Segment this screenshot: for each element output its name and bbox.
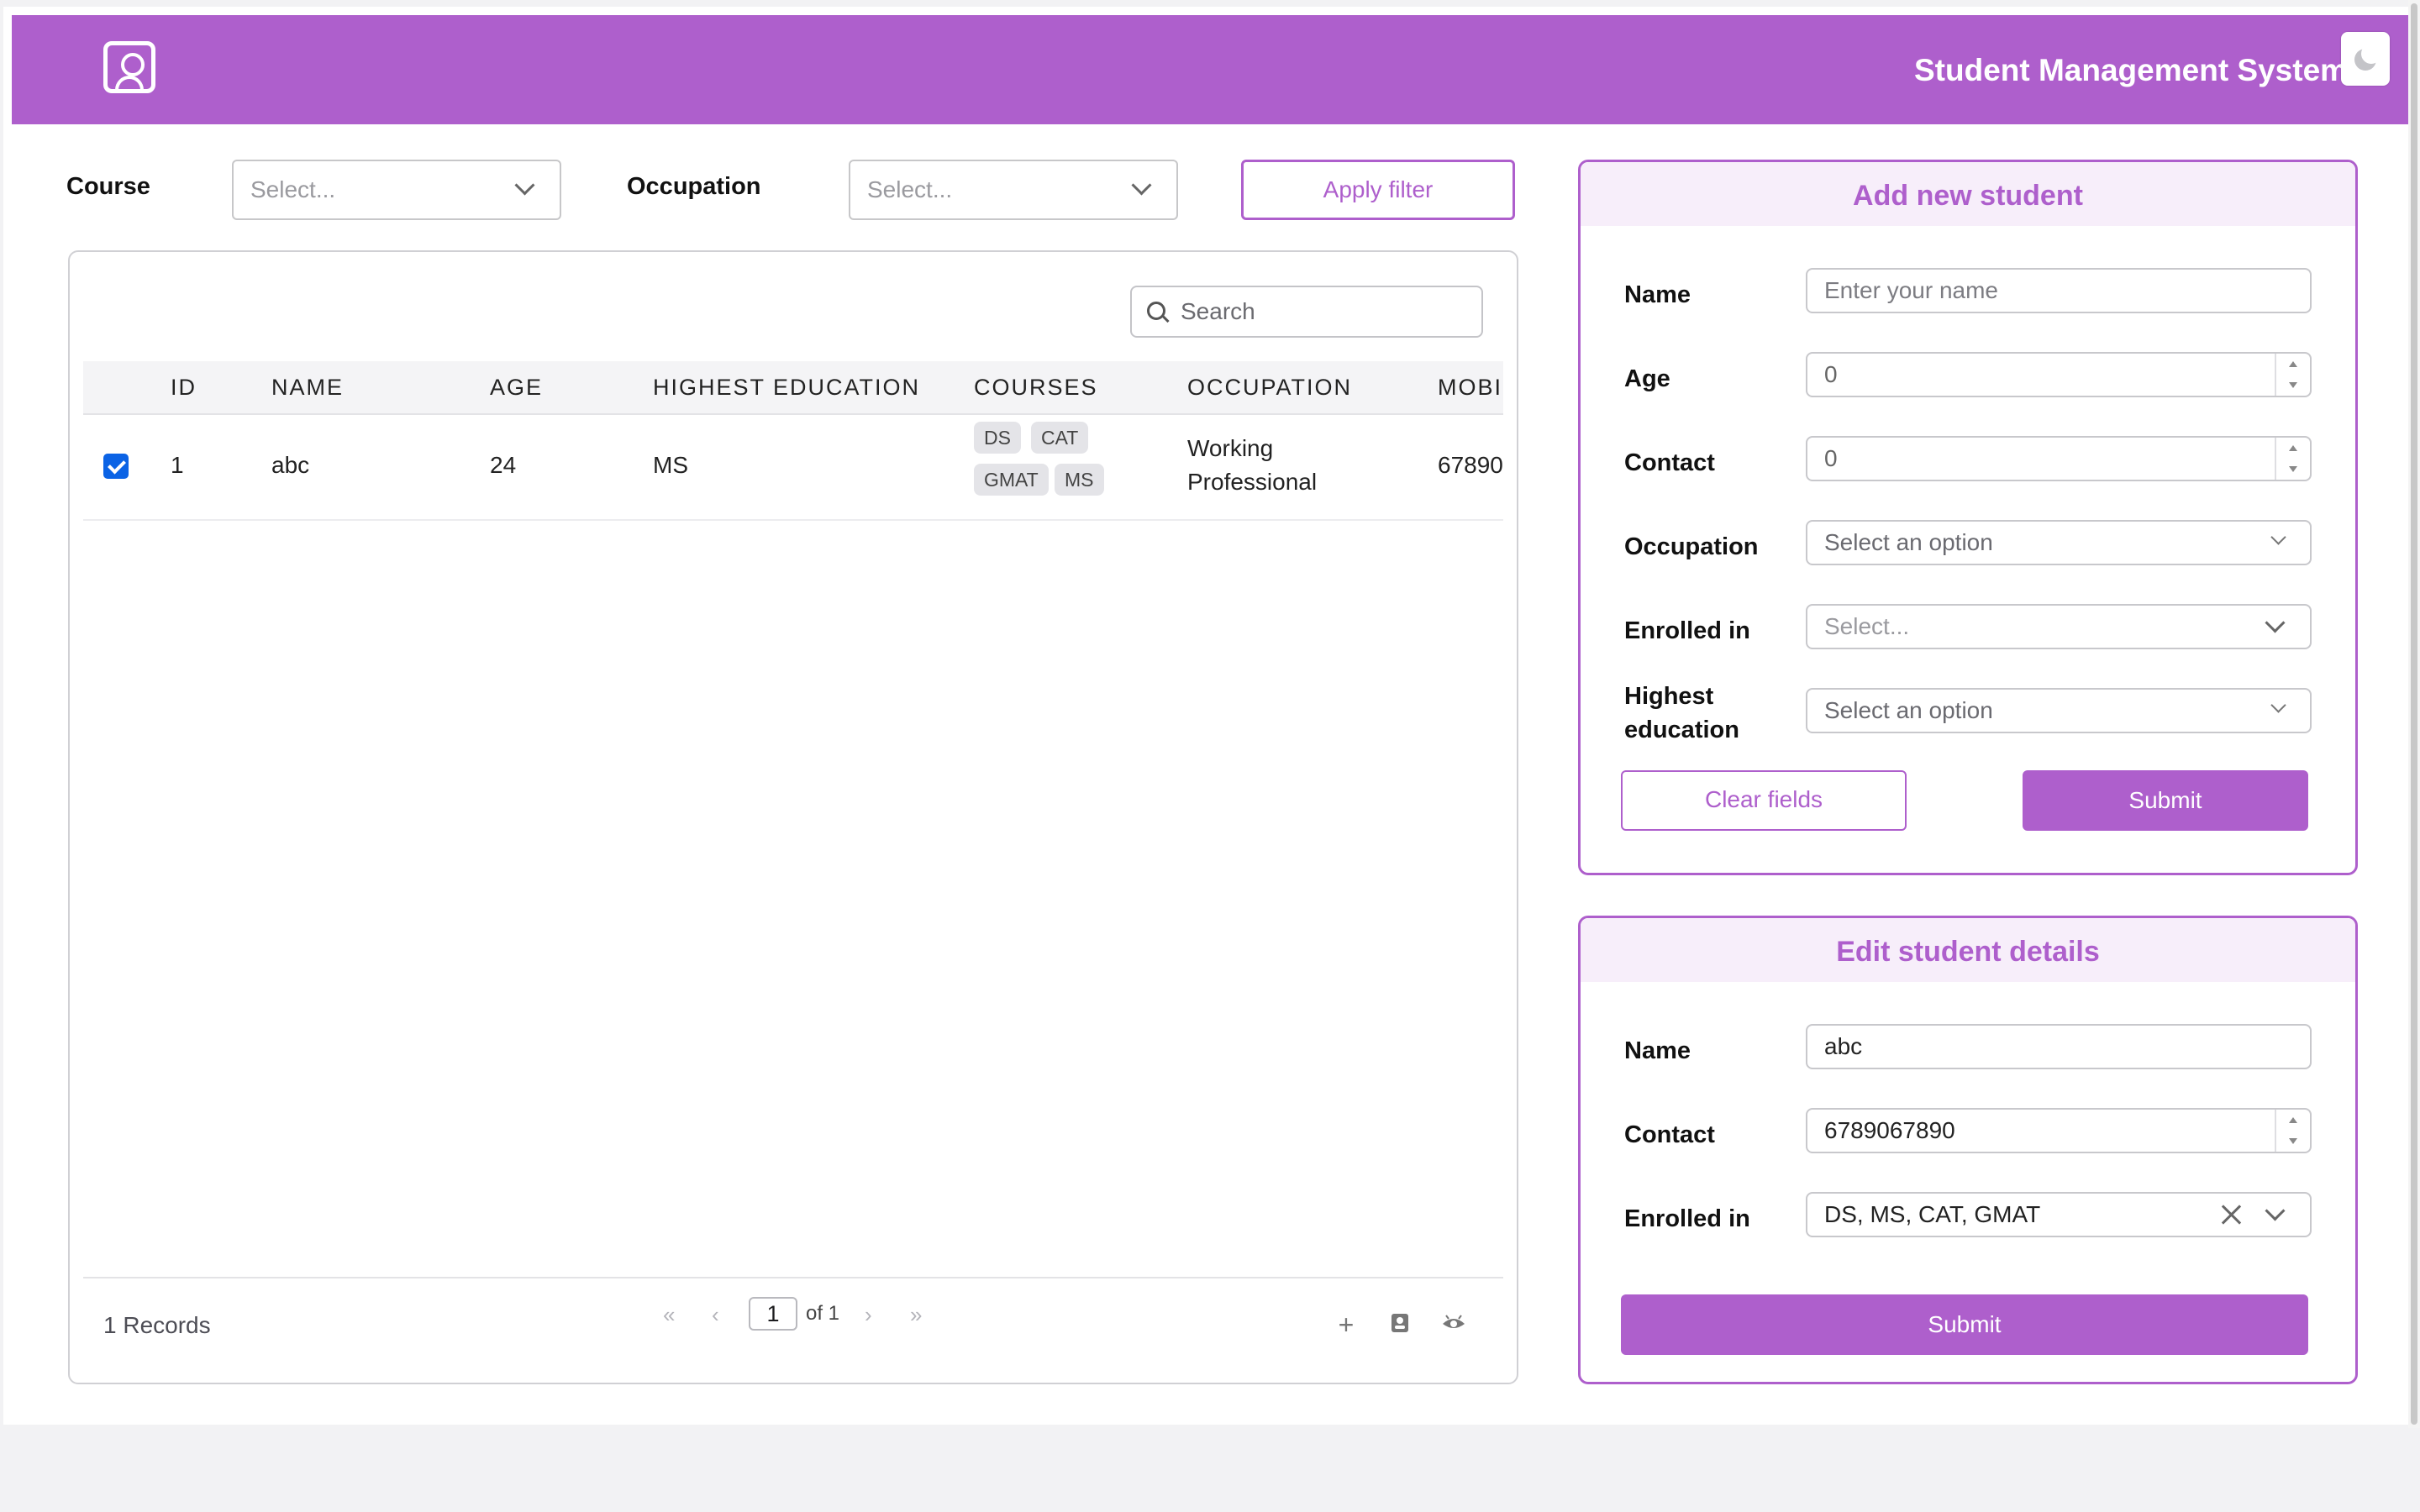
- clear-fields-button[interactable]: Clear fields: [1621, 770, 1907, 831]
- chevron-down-icon: [2270, 697, 2286, 713]
- add-name-label: Name: [1624, 281, 1691, 308]
- add-student-title: Add new student: [1581, 162, 2355, 226]
- add-education-select[interactable]: Select an option: [1806, 688, 2312, 733]
- occupation-filter-label: Occupation: [627, 173, 761, 200]
- add-age-label: Age: [1624, 365, 1670, 392]
- course-tag: CAT: [1031, 422, 1089, 454]
- column-header-id[interactable]: ID: [171, 375, 197, 400]
- add-education-label-line1: Highest: [1624, 683, 1714, 710]
- add-contact-label: Contact: [1624, 449, 1715, 476]
- add-contact-icon[interactable]: [1387, 1312, 1413, 1337]
- edit-name-value: abc: [1824, 1033, 1863, 1059]
- column-header-education[interactable]: HIGHEST EDUCATION: [653, 375, 921, 400]
- add-enrolled-placeholder: Select...: [1824, 613, 1910, 639]
- user-portrait-icon[interactable]: [103, 41, 155, 93]
- table-footer-divider: [83, 1277, 1503, 1278]
- table-header: ID NAME AGE HIGHEST EDUCATION COURSES OC…: [83, 361, 1503, 415]
- first-page-button[interactable]: «: [663, 1302, 676, 1327]
- cell-education: MS: [653, 452, 688, 478]
- add-submit-button[interactable]: Submit: [2023, 770, 2308, 831]
- edit-name-input[interactable]: abc: [1806, 1024, 2312, 1069]
- cell-occupation-line1: Working: [1187, 435, 1274, 461]
- course-filter-select[interactable]: Select...: [232, 160, 561, 220]
- edit-contact-stepper[interactable]: [2275, 1110, 2310, 1152]
- app-title: Student Management System: [1914, 53, 2349, 87]
- column-header-mobile[interactable]: MOBI: [1438, 375, 1503, 400]
- edit-enrolled-select[interactable]: DS, MS, CAT, GMAT: [1806, 1192, 2312, 1237]
- chevron-down-icon: [2270, 529, 2286, 545]
- add-age-input[interactable]: 0: [1806, 352, 2312, 397]
- check-icon: [108, 455, 126, 475]
- column-header-occupation[interactable]: OCCUPATION: [1187, 375, 1353, 400]
- column-header-courses[interactable]: COURSES: [974, 375, 1098, 400]
- add-name-input[interactable]: Enter your name: [1806, 268, 2312, 313]
- column-header-name[interactable]: NAME: [271, 375, 345, 400]
- add-student-panel: Add new student Name Enter your name Age…: [1578, 160, 2358, 875]
- add-enrolled-select[interactable]: Select...: [1806, 604, 2312, 649]
- column-header-age[interactable]: AGE: [490, 375, 544, 400]
- edit-enrolled-label: Enrolled in: [1624, 1205, 1750, 1232]
- course-filter-label: Course: [66, 173, 150, 200]
- edit-student-title: Edit student details: [1581, 918, 2355, 982]
- add-enrolled-label: Enrolled in: [1624, 617, 1750, 644]
- chevron-down-icon: [2265, 1200, 2286, 1221]
- edit-contact-value: 6789067890: [1824, 1117, 1955, 1143]
- add-education-label-line2: education: [1624, 717, 1739, 743]
- edit-submit-button[interactable]: Submit: [1621, 1294, 2308, 1355]
- scrollbar-thumb[interactable]: [2411, 3, 2417, 1425]
- eye-icon[interactable]: [1441, 1312, 1466, 1337]
- theme-toggle-button[interactable]: [2341, 32, 2390, 86]
- course-tag: DS: [974, 422, 1021, 454]
- records-count: 1 Records: [103, 1312, 211, 1338]
- page-total: of 1: [806, 1302, 840, 1325]
- chevron-down-icon: [1131, 175, 1152, 196]
- search-placeholder: Search: [1181, 298, 1255, 324]
- next-page-button[interactable]: ›: [865, 1302, 872, 1327]
- students-table-card: Search ID NAME AGE HIGHEST EDUCATION COU…: [68, 250, 1518, 1384]
- edit-contact-input[interactable]: 6789067890: [1806, 1108, 2312, 1153]
- plus-icon[interactable]: +: [1338, 1310, 1355, 1340]
- edit-contact-label: Contact: [1624, 1121, 1715, 1148]
- add-occupation-label: Occupation: [1624, 533, 1759, 560]
- row-checkbox[interactable]: [103, 454, 129, 479]
- chevron-down-icon: [2265, 612, 2286, 633]
- search-icon: [1147, 302, 1165, 320]
- page-number-input[interactable]: 1: [749, 1297, 797, 1331]
- edit-enrolled-value: DS, MS, CAT, GMAT: [1824, 1201, 2041, 1227]
- cell-mobile: 67890: [1438, 452, 1503, 478]
- contact-stepper[interactable]: [2275, 438, 2310, 480]
- occupation-filter-placeholder: Select...: [867, 176, 953, 202]
- page: Student Management System Course Select.…: [3, 7, 2408, 1425]
- add-occupation-placeholder: Select an option: [1824, 529, 1993, 555]
- add-contact-input[interactable]: 0: [1806, 436, 2312, 481]
- cell-age: 24: [490, 452, 517, 478]
- add-occupation-select[interactable]: Select an option: [1806, 520, 2312, 565]
- chevron-down-icon: [514, 175, 535, 196]
- cell-id: 1: [171, 452, 184, 478]
- edit-name-label: Name: [1624, 1037, 1691, 1064]
- course-filter-placeholder: Select...: [250, 176, 336, 202]
- last-page-button[interactable]: »: [910, 1302, 923, 1327]
- prev-page-button[interactable]: ‹: [712, 1302, 719, 1327]
- age-stepper[interactable]: [2275, 354, 2310, 396]
- app-header: Student Management System: [12, 15, 2408, 124]
- add-education-placeholder: Select an option: [1824, 697, 1993, 723]
- apply-filter-button[interactable]: Apply filter: [1241, 160, 1515, 220]
- clear-selection-icon[interactable]: [2221, 1204, 2243, 1226]
- cell-name: abc: [271, 452, 310, 478]
- table-row[interactable]: 1 abc 24 MS DS CAT GMAT MS Working Profe…: [83, 415, 1503, 521]
- course-tag: GMAT: [974, 464, 1049, 496]
- cell-occupation-line2: Professional: [1187, 469, 1318, 495]
- occupation-filter-select[interactable]: Select...: [849, 160, 1178, 220]
- course-tag: MS: [1055, 464, 1104, 496]
- add-age-value: 0: [1824, 361, 1838, 387]
- edit-student-panel: Edit student details Name abc Contact 67…: [1578, 916, 2358, 1384]
- search-input[interactable]: Search: [1130, 286, 1483, 338]
- add-contact-value: 0: [1824, 445, 1838, 471]
- add-name-placeholder: Enter your name: [1824, 277, 1998, 303]
